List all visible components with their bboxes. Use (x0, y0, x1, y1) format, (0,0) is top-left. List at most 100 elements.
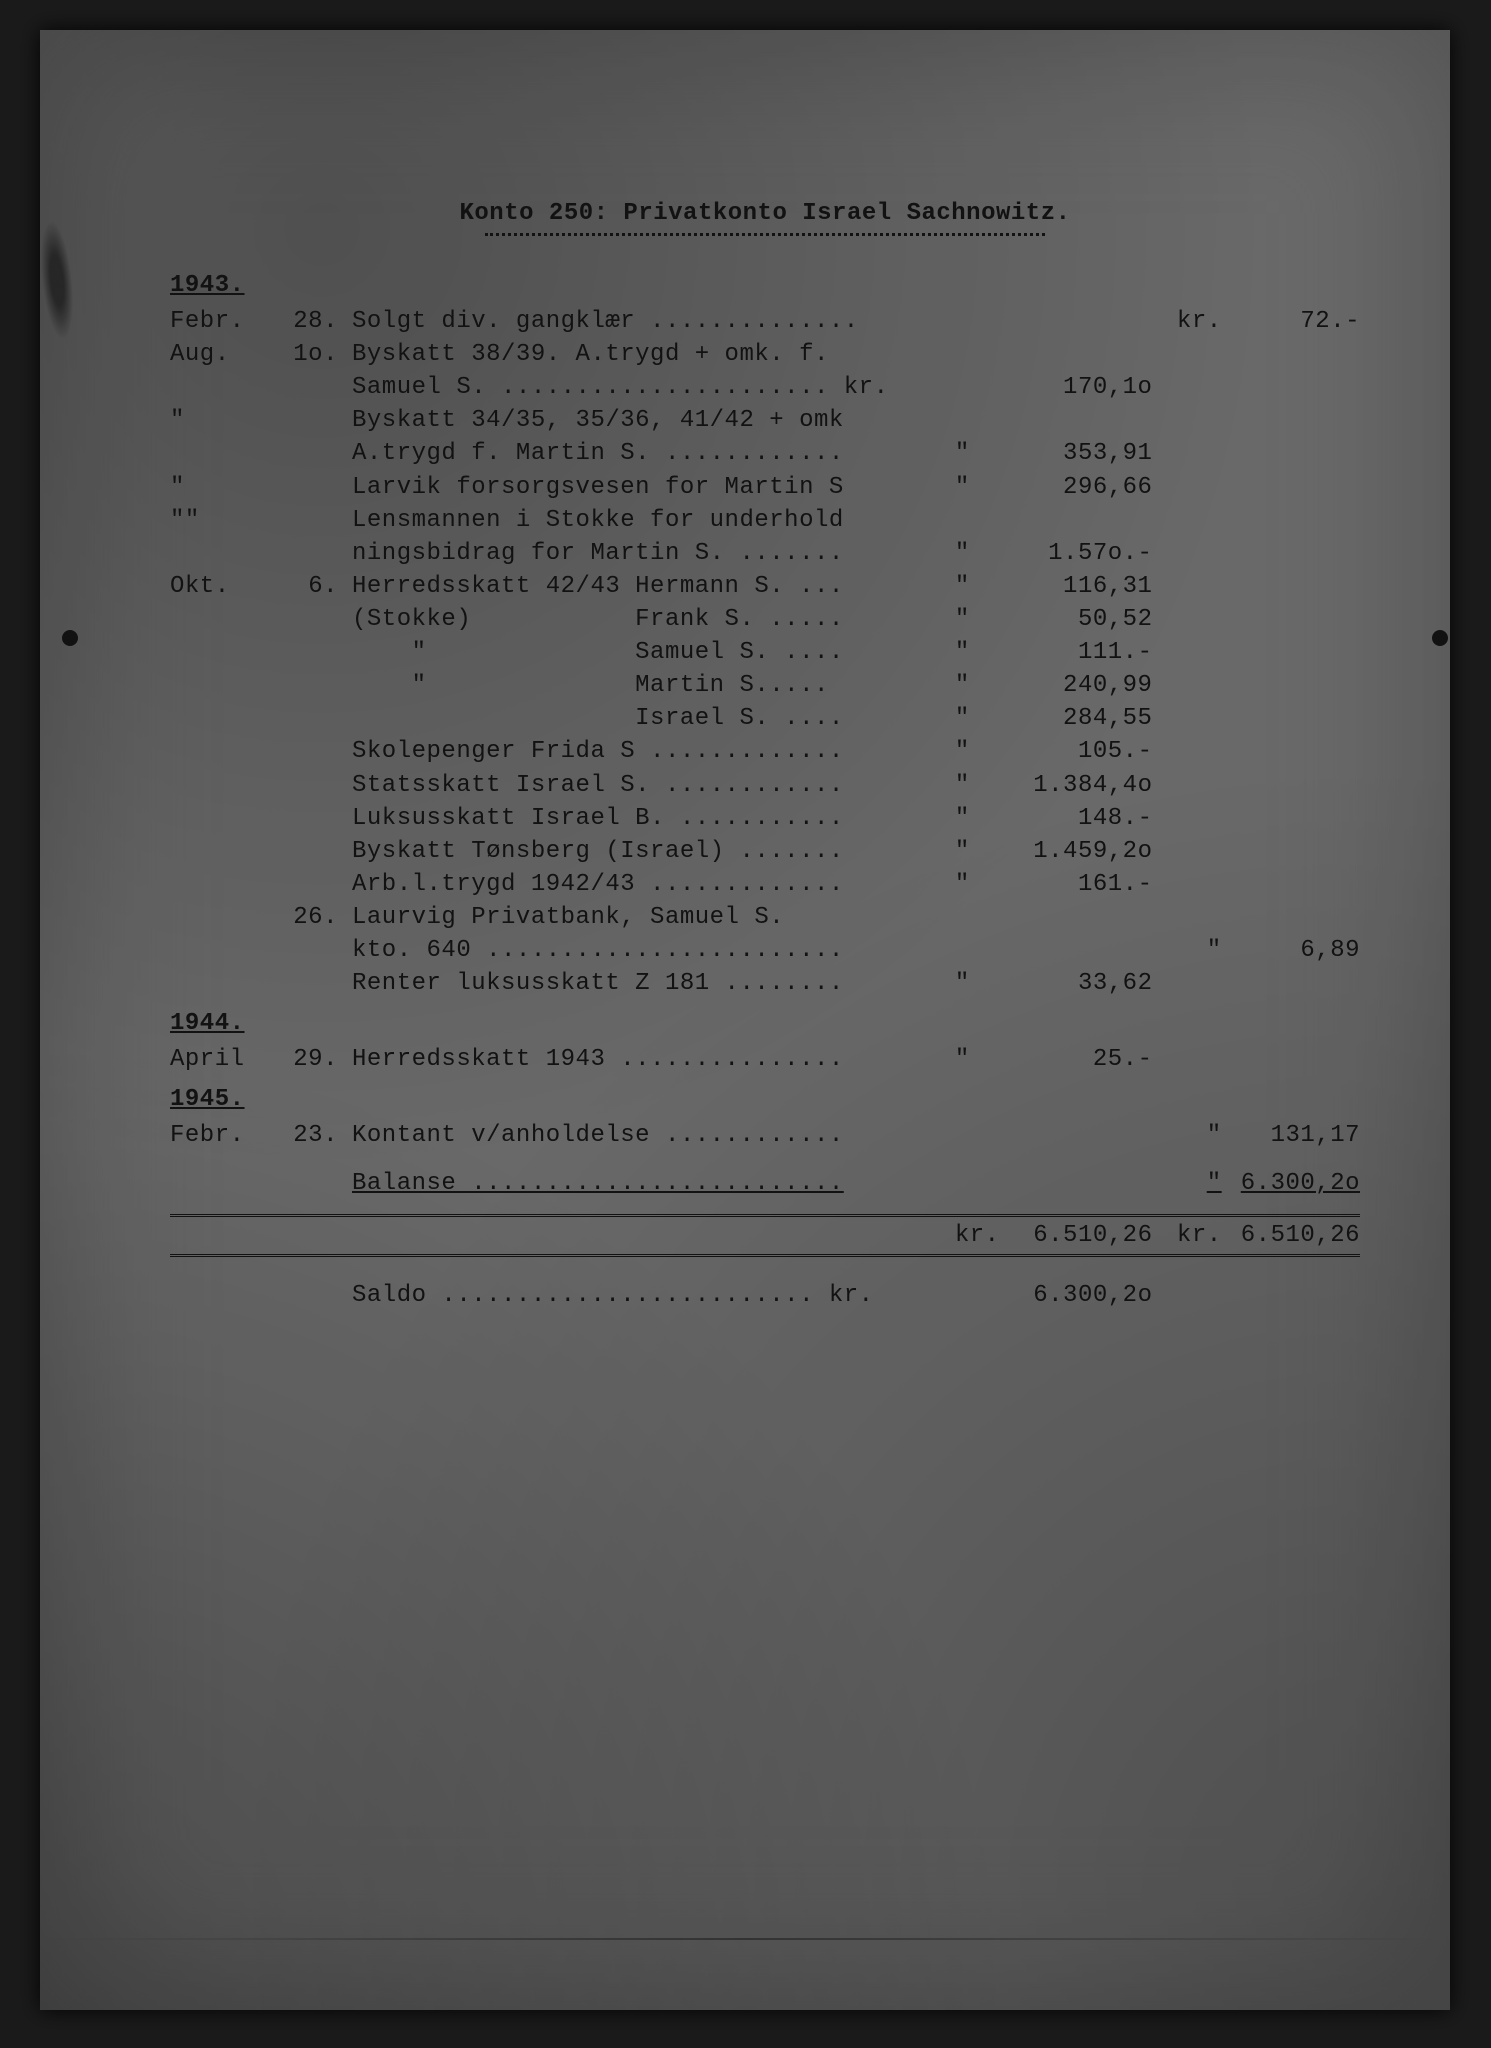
total-left: 6.510,26 (1004, 1219, 1152, 1252)
cell-amt2: 6,89 (1222, 934, 1360, 967)
cell-desc: Herredsskatt 1943 ............... (352, 1043, 955, 1076)
cell-amt2 (1222, 802, 1360, 835)
cell-amt2 (1222, 636, 1360, 669)
cell-cur1 (955, 1119, 1004, 1152)
totals-row: kr. 6.510,26 kr. 6.510,26 (170, 1214, 1360, 1257)
total-left-cur: kr. (955, 1219, 1004, 1252)
total-right-cur: kr. (1152, 1219, 1221, 1252)
cell-cur1: " (955, 735, 1004, 768)
cell-amt2 (1222, 901, 1360, 934)
cell-day: 23. (269, 1119, 352, 1152)
cell-day (269, 702, 352, 735)
ledger-row: " Martin S....."240,99 (170, 669, 1360, 702)
rows-1945: Febr.23.Kontant v/anholdelse ...........… (170, 1119, 1360, 1152)
cell-cur2 (1152, 404, 1221, 437)
cell-month (170, 702, 269, 735)
rows-1944: April29.Herredsskatt 1943 ..............… (170, 1043, 1360, 1076)
balance-label: Balanse ......................... (352, 1167, 955, 1200)
cell-amt1 (1004, 1119, 1152, 1152)
cell-month: Febr. (170, 305, 269, 338)
cell-month (170, 669, 269, 702)
cell-day (269, 504, 352, 537)
cell-cur2 (1152, 868, 1221, 901)
cell-amt1: 296,66 (1004, 471, 1152, 504)
cell-month (170, 735, 269, 768)
cell-month: Febr. (170, 1119, 269, 1152)
saldo-label: Saldo ......................... kr. (352, 1279, 955, 1312)
cell-cur2 (1152, 802, 1221, 835)
cell-amt2 (1222, 669, 1360, 702)
cell-day (269, 868, 352, 901)
cell-month (170, 835, 269, 868)
cell-month: April (170, 1043, 269, 1076)
cell-desc: " Samuel S. .... (352, 636, 955, 669)
cell-month: " (170, 404, 269, 437)
balance-cur: " (1152, 1167, 1221, 1200)
ledger-row: kto. 640 ........................"6,89 (170, 934, 1360, 967)
cell-desc: " Martin S..... (352, 669, 955, 702)
cell-month (170, 901, 269, 934)
cell-amt2 (1222, 1043, 1360, 1076)
cell-desc: Samuel S. ...................... kr. (352, 371, 955, 404)
cell-month: "" (170, 504, 269, 537)
punch-hole-right (1432, 630, 1448, 646)
cell-cur1: " (955, 636, 1004, 669)
cell-amt1: 161.- (1004, 868, 1152, 901)
cell-cur2 (1152, 669, 1221, 702)
cell-amt2 (1222, 603, 1360, 636)
cell-amt1: 33,62 (1004, 967, 1152, 1000)
cell-amt1: 353,91 (1004, 437, 1152, 470)
cell-day (269, 371, 352, 404)
cell-cur2 (1152, 636, 1221, 669)
cell-amt2 (1222, 437, 1360, 470)
cell-cur1 (955, 371, 1004, 404)
cell-amt2 (1222, 338, 1360, 371)
ledger-row: " Samuel S. ...."111.- (170, 636, 1360, 669)
cell-amt1: 105.- (1004, 735, 1152, 768)
cell-cur2 (1152, 967, 1221, 1000)
balance-row: Balanse ......................... " 6.30… (170, 1167, 1360, 1200)
cell-cur2: kr. (1152, 305, 1221, 338)
ledger-row: Statsskatt Israel S. ............"1.384,… (170, 769, 1360, 802)
cell-amt1: 1.384,4o (1004, 769, 1152, 802)
cell-desc: Larvik forsorgsvesen for Martin S (352, 471, 955, 504)
cell-cur2 (1152, 437, 1221, 470)
cell-day (269, 471, 352, 504)
cell-amt1 (1004, 338, 1152, 371)
cell-amt1 (1004, 934, 1152, 967)
cell-day: 26. (269, 901, 352, 934)
cell-cur1: " (955, 603, 1004, 636)
ledger-row: ningsbidrag for Martin S. ......."1.57o.… (170, 537, 1360, 570)
ledger-row: Febr.28.Solgt div. gangklær ............… (170, 305, 1360, 338)
saldo-amount: 6.300,2o (1004, 1279, 1152, 1312)
ledger-row: A.trygd f. Martin S. ............"353,91 (170, 437, 1360, 470)
total-right: 6.510,26 (1222, 1219, 1360, 1252)
cell-desc: Statsskatt Israel S. ............ (352, 769, 955, 802)
cell-cur2 (1152, 835, 1221, 868)
cell-desc: Renter luksusskatt Z 181 ........ (352, 967, 955, 1000)
cell-desc: Israel S. .... (352, 702, 955, 735)
cell-month (170, 802, 269, 835)
ledger-row: Israel S. ...."284,55 (170, 702, 1360, 735)
cell-amt2 (1222, 404, 1360, 437)
cell-amt2 (1222, 371, 1360, 404)
cell-cur2 (1152, 901, 1221, 934)
cell-cur2 (1152, 570, 1221, 603)
ledger-row: April29.Herredsskatt 1943 ..............… (170, 1043, 1360, 1076)
cell-day (269, 769, 352, 802)
year-1945: 1945. (170, 1086, 1360, 1113)
cell-cur2 (1152, 1043, 1221, 1076)
ledger-content: Konto 250: Privatkonto Israel Sachnowitz… (170, 200, 1360, 1312)
cell-cur1: " (955, 967, 1004, 1000)
cell-desc: Arb.l.trygd 1942/43 ............. (352, 868, 955, 901)
cell-day (269, 934, 352, 967)
ledger-row: Samuel S. ...................... kr.170,… (170, 371, 1360, 404)
cell-cur2: " (1152, 934, 1221, 967)
cell-cur1: " (955, 570, 1004, 603)
cell-month (170, 868, 269, 901)
cell-cur2 (1152, 603, 1221, 636)
cell-cur1 (955, 305, 1004, 338)
cell-desc: Lensmannen i Stokke for underhold (352, 504, 955, 537)
ledger-row: Skolepenger Frida S ............."105.- (170, 735, 1360, 768)
cell-month (170, 437, 269, 470)
